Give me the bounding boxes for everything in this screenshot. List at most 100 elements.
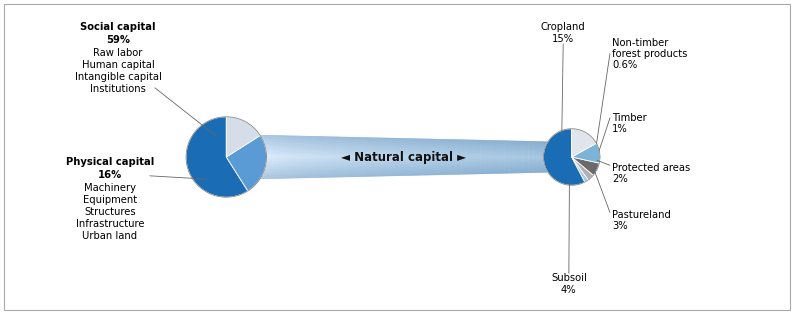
Polygon shape	[376, 138, 380, 176]
Polygon shape	[322, 136, 327, 178]
Polygon shape	[260, 135, 548, 142]
Polygon shape	[260, 140, 548, 146]
Polygon shape	[260, 148, 548, 151]
Polygon shape	[260, 161, 548, 164]
Polygon shape	[510, 141, 515, 173]
Polygon shape	[186, 117, 248, 197]
Polygon shape	[342, 137, 347, 177]
Polygon shape	[260, 168, 548, 174]
Text: 3%: 3%	[612, 221, 627, 231]
Polygon shape	[226, 135, 267, 191]
Polygon shape	[260, 171, 548, 178]
Polygon shape	[260, 163, 548, 166]
Polygon shape	[260, 158, 548, 159]
Polygon shape	[260, 167, 548, 172]
Polygon shape	[260, 171, 548, 178]
Text: 16%: 16%	[98, 170, 122, 180]
Polygon shape	[260, 165, 548, 170]
Polygon shape	[524, 141, 529, 173]
Polygon shape	[260, 152, 548, 154]
Polygon shape	[404, 138, 409, 176]
Polygon shape	[313, 136, 318, 178]
Polygon shape	[289, 136, 294, 178]
Polygon shape	[337, 137, 342, 177]
Polygon shape	[260, 168, 548, 173]
Polygon shape	[260, 153, 548, 154]
Polygon shape	[260, 136, 548, 143]
Polygon shape	[260, 141, 548, 146]
Polygon shape	[515, 141, 519, 173]
Polygon shape	[260, 150, 548, 152]
Polygon shape	[409, 138, 414, 176]
Polygon shape	[260, 143, 548, 148]
Polygon shape	[270, 135, 275, 179]
Polygon shape	[284, 135, 289, 179]
Polygon shape	[260, 160, 548, 162]
Polygon shape	[226, 117, 260, 157]
Polygon shape	[260, 146, 548, 150]
Polygon shape	[260, 150, 548, 153]
Polygon shape	[352, 137, 357, 177]
Polygon shape	[260, 139, 548, 145]
Text: Non-timber: Non-timber	[612, 38, 669, 48]
Polygon shape	[380, 138, 385, 176]
Polygon shape	[260, 154, 548, 155]
Polygon shape	[371, 138, 376, 176]
Polygon shape	[461, 139, 466, 175]
Polygon shape	[572, 129, 596, 157]
Text: 2%: 2%	[612, 174, 628, 184]
Polygon shape	[366, 137, 371, 177]
Polygon shape	[399, 138, 404, 176]
Polygon shape	[260, 144, 548, 149]
Polygon shape	[543, 129, 585, 185]
Polygon shape	[543, 141, 548, 173]
Text: Physical capital: Physical capital	[66, 157, 154, 167]
Polygon shape	[466, 140, 471, 174]
Polygon shape	[347, 137, 352, 177]
Polygon shape	[260, 142, 548, 147]
Polygon shape	[260, 138, 548, 144]
Polygon shape	[327, 136, 332, 178]
Polygon shape	[260, 166, 548, 170]
Text: 0.6%: 0.6%	[612, 60, 638, 70]
Polygon shape	[457, 139, 461, 175]
Polygon shape	[428, 139, 433, 175]
Polygon shape	[390, 138, 395, 176]
Text: Protected areas: Protected areas	[612, 163, 690, 173]
Polygon shape	[260, 145, 548, 149]
Polygon shape	[447, 139, 452, 175]
Polygon shape	[260, 138, 548, 144]
Polygon shape	[495, 140, 499, 174]
Polygon shape	[476, 140, 480, 174]
Polygon shape	[260, 163, 548, 167]
Text: Subsoil: Subsoil	[551, 273, 587, 283]
Polygon shape	[260, 147, 548, 151]
Polygon shape	[572, 157, 593, 180]
Polygon shape	[452, 139, 457, 175]
Text: Intangible capital: Intangible capital	[75, 72, 161, 82]
Polygon shape	[260, 165, 548, 169]
Text: Cropland: Cropland	[541, 22, 586, 32]
Polygon shape	[490, 140, 495, 174]
Polygon shape	[299, 136, 303, 178]
Text: 4%: 4%	[561, 285, 576, 295]
Polygon shape	[260, 155, 548, 156]
Polygon shape	[260, 137, 548, 143]
Polygon shape	[260, 161, 548, 163]
Text: Raw labor: Raw labor	[94, 48, 143, 58]
Polygon shape	[260, 169, 548, 175]
Polygon shape	[260, 151, 548, 153]
Polygon shape	[260, 158, 548, 159]
Polygon shape	[480, 140, 485, 174]
Polygon shape	[395, 138, 399, 176]
Text: Social capital: Social capital	[80, 22, 156, 32]
Polygon shape	[260, 155, 548, 156]
Polygon shape	[260, 164, 548, 167]
Polygon shape	[260, 159, 548, 161]
Polygon shape	[260, 170, 548, 176]
Polygon shape	[471, 140, 476, 174]
Polygon shape	[504, 140, 510, 174]
Text: Pastureland: Pastureland	[612, 210, 671, 220]
Polygon shape	[260, 149, 548, 152]
Polygon shape	[260, 160, 548, 161]
